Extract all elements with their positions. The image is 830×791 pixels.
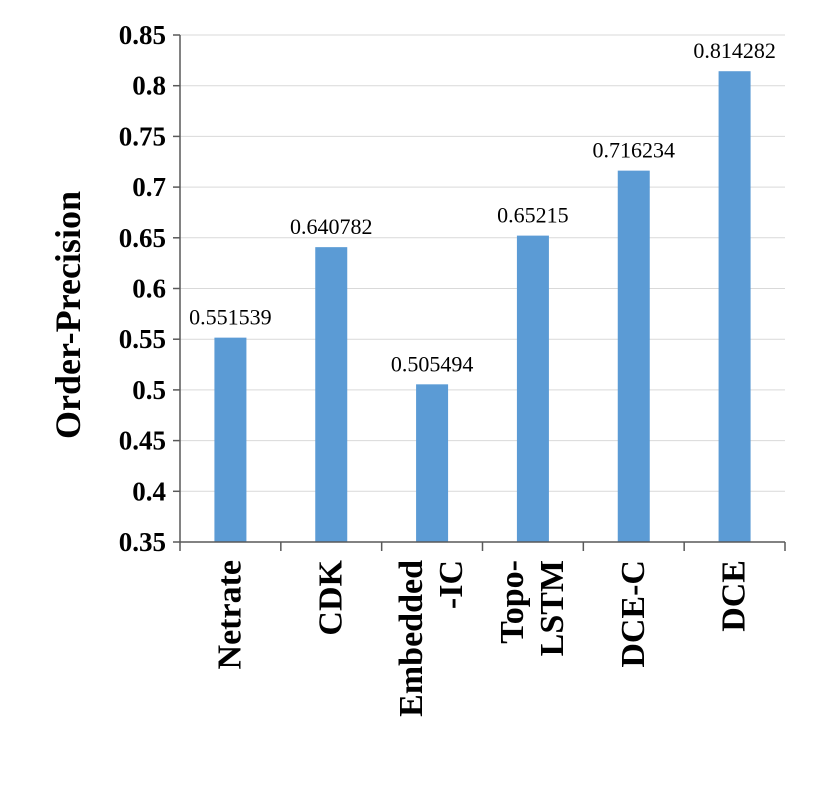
data-label: 0.551539 <box>189 305 272 330</box>
y-tick-label: 0.7 <box>132 172 166 202</box>
y-tick-label: 0.85 <box>119 20 166 50</box>
data-label: 0.640782 <box>290 214 373 239</box>
data-labels: 0.551539 0.640782 0.505494 0.65215 0.716234 0… <box>189 38 776 376</box>
bar <box>315 247 348 543</box>
x-tick-label: LSTM <box>534 560 571 656</box>
y-axis-label: Order-Precision <box>48 191 88 439</box>
y-tick-label: 0.6 <box>132 274 166 304</box>
bars <box>214 71 751 543</box>
x-tick-label: -IC <box>433 560 470 609</box>
x-tick-label: CDK <box>312 559 349 635</box>
x-tick-label: Netrate <box>211 560 248 669</box>
y-tick-label: 0.35 <box>119 527 166 557</box>
y-tick-label: 0.55 <box>119 324 166 354</box>
bar <box>214 337 247 542</box>
x-tick-label: DCE-C <box>615 560 652 668</box>
bar <box>416 384 449 542</box>
data-label: 0.716234 <box>593 138 676 163</box>
data-label: 0.505494 <box>391 351 474 376</box>
y-tick-labels: 0.35 0.4 0.45 0.5 0.55 0.6 0.65 0.7 0.75 0.8 0.85 <box>119 20 166 557</box>
y-tick-label: 0.75 <box>119 121 166 151</box>
y-tick-label: 0.45 <box>119 426 166 456</box>
y-tick-label: 0.5 <box>132 375 166 405</box>
x-tick-label: Topo- <box>494 560 531 644</box>
data-label: 0.65215 <box>497 203 569 228</box>
gridlines <box>180 34 785 492</box>
y-tick-label: 0.65 <box>119 223 166 253</box>
data-label: 0.814282 <box>693 38 776 63</box>
x-tick-label: Embedded <box>393 560 430 717</box>
y-tick-label: 0.4 <box>132 476 166 506</box>
y-tick-label: 0.8 <box>132 71 166 101</box>
bar <box>516 235 549 542</box>
x-tick-label: DCE <box>716 560 753 632</box>
bar <box>718 71 751 543</box>
bar <box>617 170 650 542</box>
axes <box>173 34 786 551</box>
x-tick-labels: Netrate CDK Embedded -IC Topo- LSTM DCE-C DCE <box>211 559 752 716</box>
